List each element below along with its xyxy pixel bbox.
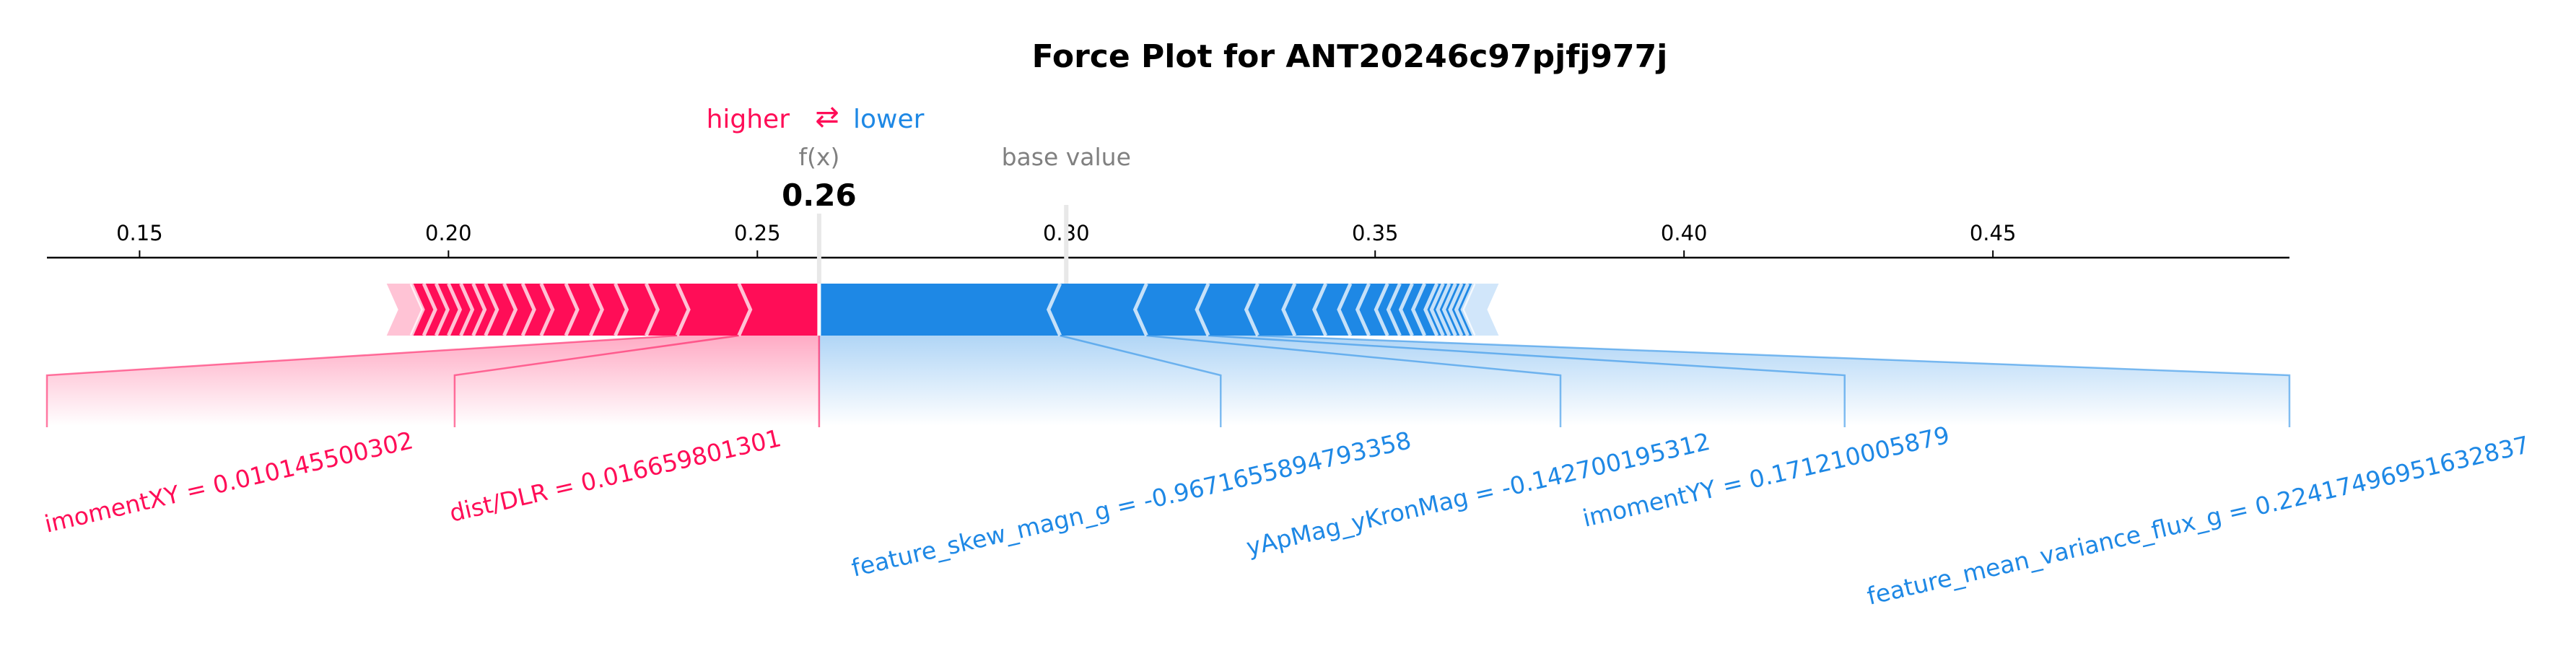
negative-feature-separator — [1454, 282, 1470, 337]
negative-feature-label: feature_skew_magn_g = -0.967165589479335… — [849, 426, 1414, 582]
x-tick-label: 0.20 — [425, 221, 472, 245]
positive-feature-separator — [422, 282, 437, 337]
positive-feature-label: imomentXY = 0.010145500302 — [42, 426, 416, 538]
positive-connector-fan — [47, 336, 819, 426]
negative-feature-connector — [1257, 334, 2291, 427]
positive-feature-connector — [45, 334, 678, 427]
negative-feature-connector — [1208, 334, 1846, 427]
negative-force-bar — [818, 284, 1475, 336]
base-value-label: base value — [1002, 143, 1131, 171]
negative-feature-separator — [1423, 282, 1439, 337]
positive-feature-separator — [737, 282, 753, 337]
negative-connector-fan — [818, 336, 2289, 426]
negative-feature-separator — [1195, 282, 1210, 337]
negative-feature-label: feature_mean_variance_flux_g = 0.2241749… — [1864, 430, 2532, 610]
chart-title: Force Plot for ANT20246c97pjfj977j — [1032, 38, 1668, 75]
negative-feature-separator — [1132, 282, 1148, 337]
x-tick-label: 0.15 — [116, 221, 163, 245]
x-tick-label: 0.45 — [1970, 221, 2017, 245]
positive-feature-separator — [644, 282, 660, 337]
negative-feature-separator — [1337, 282, 1353, 337]
positive-feature-separator — [502, 282, 518, 337]
fx-value: 0.26 — [782, 178, 857, 213]
legend-lower: lower — [853, 105, 925, 134]
positive-feature-separator — [409, 282, 425, 337]
negative-feature-separator — [1398, 282, 1414, 337]
positive-feature-separator — [675, 282, 691, 337]
fx-label: f(x) — [798, 143, 839, 171]
negative-feature-connector — [1060, 334, 1222, 427]
positive-feature-separator — [588, 282, 604, 337]
negative-feature-separator — [1429, 282, 1445, 337]
positive-feature-separator — [564, 282, 580, 337]
positive-feature-separator — [471, 282, 487, 337]
positive-minor-features — [386, 284, 423, 336]
legend-higher: higher — [707, 105, 790, 134]
positive-feature-connector — [453, 334, 739, 427]
negative-feature-separator — [1410, 282, 1426, 337]
negative-feature-separator — [1386, 282, 1402, 337]
legend-arrow: ⇄ — [815, 100, 839, 134]
positive-feature-separator — [459, 282, 475, 337]
positive-feature-separator — [520, 282, 536, 337]
negative-feature-label: imomentYY = 0.171210005879 — [1580, 421, 1952, 533]
negative-feature-separator — [1448, 282, 1464, 337]
negative-feature-connector — [1146, 334, 1562, 427]
x-tick-label: 0.40 — [1661, 221, 1708, 245]
negative-feature-separator — [1441, 282, 1457, 337]
positive-force-bar — [411, 284, 819, 336]
negative-feature-separator — [1436, 282, 1451, 337]
negative-feature-separator — [1374, 282, 1389, 337]
negative-feature-separator — [1281, 282, 1297, 337]
positive-feature-separator — [614, 282, 629, 337]
positive-feature-label: dist/DLR = 0.016659801301 — [447, 424, 784, 528]
positive-feature-separator — [447, 282, 463, 337]
negative-feature-separator — [1244, 282, 1259, 337]
x-tick-label: 0.35 — [1352, 221, 1399, 245]
positive-feature-separator — [539, 282, 555, 337]
negative-feature-separator — [1460, 282, 1476, 337]
positive-feature-separator — [434, 282, 450, 337]
positive-feature-separator — [484, 282, 499, 337]
negative-feature-separator — [1046, 282, 1062, 337]
legend: higher ⇄ lower — [707, 100, 925, 134]
negative-feature-separator — [1355, 282, 1371, 337]
x-tick-label: 0.25 — [734, 221, 781, 245]
negative-feature-separator — [1312, 282, 1328, 337]
negative-minor-features — [1462, 284, 1499, 336]
